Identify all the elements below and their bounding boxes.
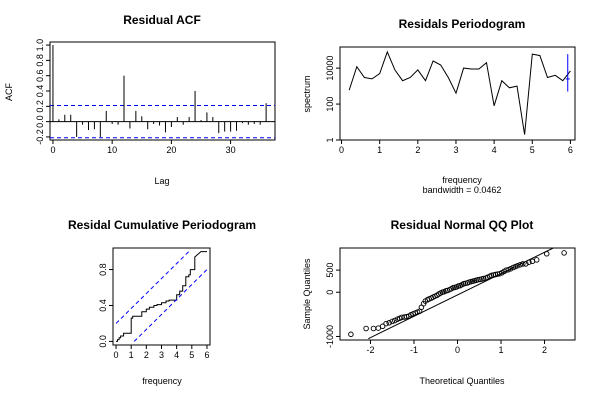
cumulative-xtick-label: 6 [204,350,209,360]
acf-xtick-label: 0 [50,145,55,155]
cumulative-band-lower [133,269,208,342]
qq-point [526,259,532,265]
periodogram-xtick-label: 2 [415,145,420,155]
qq-point [543,251,550,257]
cumulative-band-upper [115,251,190,324]
qq-xtick-label: -1 [410,345,418,355]
periodogram-ytick-label: 10000 [325,56,335,81]
periodogram-line [348,50,571,135]
cumulative-step-line [116,251,207,342]
qq-xtick-label: -2 [366,345,374,355]
acf-xtick-label: 20 [166,145,176,155]
periodogram-ylabel: spectrum [302,75,312,112]
qq-ytick-label: -1000 [325,325,335,348]
periodogram-xtick-label: 5 [530,145,535,155]
periodogram-ytick-label: 100 [325,97,335,112]
qq-point [475,277,481,283]
acf-ytick-label: 1.0 [35,39,45,52]
periodogram-xtick-label: 4 [492,145,497,155]
cumulative-xtick-label: 4 [174,350,179,360]
qq-panel: Residual Normal QQ Plot Theoretical Quan… [302,218,576,386]
qq-title: Residual Normal QQ Plot [391,218,534,232]
qq-point [523,261,529,267]
qq-point [389,318,395,325]
periodogram-xtick-label: 6 [568,145,573,155]
qq-ytick-label: 0 [325,290,335,295]
periodogram-plot-frame [339,46,576,141]
cumulative-ytick-label: 0.8 [98,263,108,276]
periodogram-xlabel: frequency [442,175,482,185]
periodogram-xtick-label: 3 [453,145,458,155]
acf-ytick-label: 0.4 [35,85,45,98]
qq-point [533,257,540,263]
qq-point [520,261,526,267]
qq-ytick-label: 500 [325,263,335,278]
acf-ytick-label: 0.0 [35,115,45,128]
cumulative-periodogram-panel: Residal Cumulative Periodogram frequency… [68,218,256,386]
qq-point [392,317,398,324]
cumulative-plot-frame [112,247,211,346]
cumulative-xtick-label: 5 [189,350,194,360]
qq-xtick-label: 2 [542,345,547,355]
acf-ylabel: ACF [4,82,14,101]
acf-xtick-label: 30 [226,145,236,155]
qq-point [507,266,514,272]
qq-xtick-label: 0 [455,345,460,355]
qq-point [386,320,392,326]
qq-point [379,323,386,330]
periodogram-xtick-label: 1 [377,145,382,155]
periodogram-xtick-label: 0 [339,145,344,155]
acf-plot-frame [49,41,276,141]
cumulative-xtick-label: 0 [114,350,119,360]
qq-point [517,262,523,268]
periodogram-title: Residals Periodogram [399,17,526,31]
acf-ytick-label: 0.8 [35,54,45,67]
cumulative-ytick-label: 0.4 [98,299,108,312]
qq-point [561,250,567,256]
acf-ytick-label: 0.2 [35,100,45,113]
periodogram-panel: Residals Periodogram frequency bandwidth… [302,17,576,195]
cumulative-title: Residal Cumulative Periodogram [68,218,256,232]
qq-xlabel: Theoretical Quantiles [419,376,505,386]
acf-title: Residual ACF [123,13,201,27]
acf-ytick-label: -0.2 [35,129,45,145]
qq-reference-line [368,248,554,340]
qq-xtick-label: 1 [499,345,504,355]
qq-point [488,272,495,279]
qq-point [363,325,369,332]
cumulative-xlabel: frequency [142,376,182,386]
qq-point [383,320,389,327]
acf-panel: Residual ACF Lag ACF 0 10 20 30 -0.20.0 0.2 0.… [4,13,276,186]
acf-xlabel: Lag [154,176,169,186]
cumulative-xtick-label: 2 [144,350,149,360]
acf-ytick-label: 0.6 [35,69,45,82]
periodogram-ytick-label: 1 [325,137,335,142]
cumulative-ytick-label: 0.0 [98,335,108,348]
acf-xtick-label: 10 [107,145,117,155]
periodogram-bandwidth: bandwidth = 0.0462 [423,185,502,195]
qq-point [514,262,521,269]
qq-point [370,325,377,332]
cumulative-xtick-label: 1 [129,350,134,360]
qq-ylabel: Sample Quantiles [302,258,312,330]
qq-point [348,331,354,338]
qq-plot-frame [339,247,576,341]
cumulative-xtick-label: 3 [159,350,164,360]
